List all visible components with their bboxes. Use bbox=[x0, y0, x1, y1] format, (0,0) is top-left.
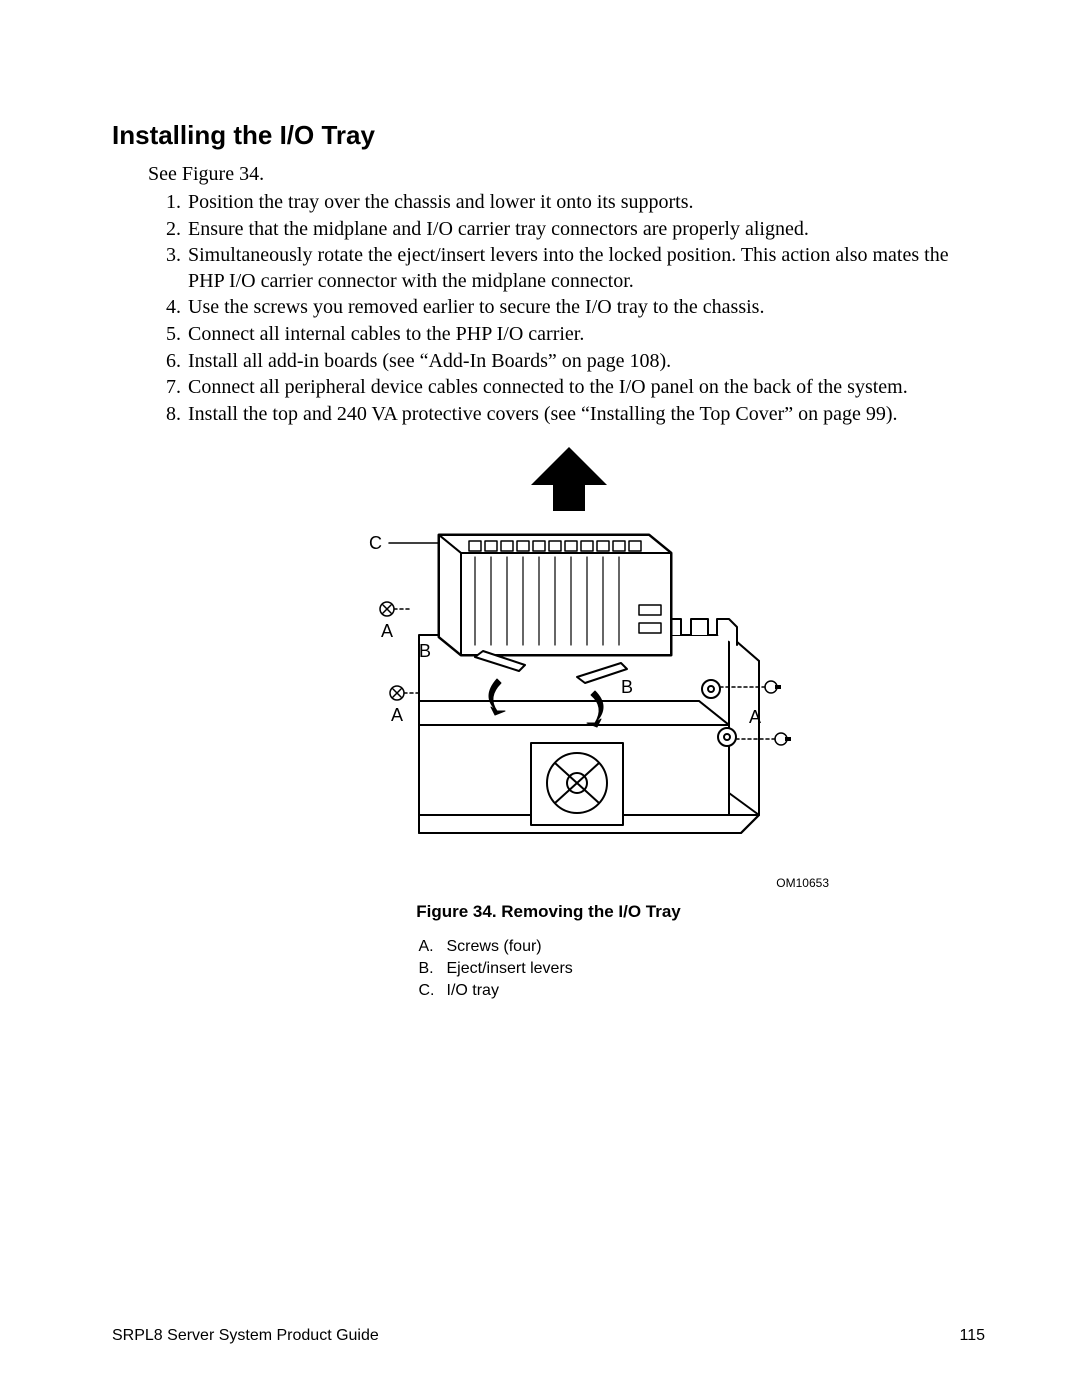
intro-text: See Figure 34. bbox=[148, 163, 985, 186]
legend-letter: B. bbox=[419, 958, 447, 980]
figure-block: C A B A B A OM10653 Figure 34. Removing … bbox=[112, 445, 985, 1001]
step-item: Connect all internal cables to the PHP I… bbox=[186, 322, 985, 348]
page-footer: SRPL8 Server System Product Guide 115 bbox=[112, 1327, 985, 1345]
document-page: Installing the I/O Tray See Figure 34. P… bbox=[0, 0, 1080, 1397]
step-item: Install all add-in boards (see “Add-In B… bbox=[186, 349, 985, 375]
step-item: Position the tray over the chassis and l… bbox=[186, 190, 985, 216]
step-item: Use the screws you removed earlier to se… bbox=[186, 295, 985, 321]
step-item: Install the top and 240 VA protective co… bbox=[186, 402, 985, 428]
legend-text: Screws (four) bbox=[447, 936, 542, 958]
legend-item: B. Eject/insert levers bbox=[419, 958, 679, 980]
step-item: Connect all peripheral device cables con… bbox=[186, 375, 985, 401]
figure-caption: Figure 34. Removing the I/O Tray bbox=[112, 902, 985, 922]
figure-label-a2: A bbox=[391, 705, 403, 725]
steps-list: Position the tray over the chassis and l… bbox=[148, 190, 985, 427]
legend-item: A. Screws (four) bbox=[419, 936, 679, 958]
figure-label-a3: A bbox=[749, 707, 761, 727]
figure-label-a1: A bbox=[381, 621, 393, 641]
section-title: Installing the I/O Tray bbox=[112, 120, 985, 151]
step-item: Simultaneously rotate the eject/insert l… bbox=[186, 243, 985, 294]
step-item: Ensure that the midplane and I/O carrier… bbox=[186, 217, 985, 243]
legend-text: I/O tray bbox=[447, 980, 499, 1002]
legend-letter: C. bbox=[419, 980, 447, 1002]
footer-page-number: 115 bbox=[959, 1327, 985, 1345]
io-tray-diagram: C A B A B A bbox=[269, 445, 829, 880]
figure-label-c: C bbox=[369, 533, 382, 553]
footer-left: SRPL8 Server System Product Guide bbox=[112, 1327, 379, 1345]
legend-letter: A. bbox=[419, 936, 447, 958]
figure-label-b1: B bbox=[419, 641, 431, 661]
figure-legend: A. Screws (four) B. Eject/insert levers … bbox=[419, 936, 679, 1001]
legend-text: Eject/insert levers bbox=[447, 958, 573, 980]
legend-item: C. I/O tray bbox=[419, 980, 679, 1002]
figure-label-b2: B bbox=[621, 677, 633, 697]
